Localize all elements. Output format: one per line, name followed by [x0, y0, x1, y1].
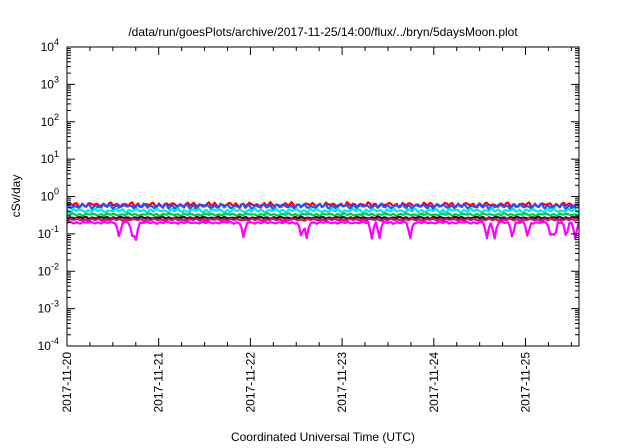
axis-layer: 10-4 10-3 10-2 10-1 100 101 102 103 104 2017-11-2…: [38, 37, 579, 413]
y-tick-label: 10-3: [38, 299, 59, 316]
series-line: [66, 217, 580, 223]
y-tick-label: 10-2: [38, 261, 59, 278]
x-tick-label: 2017-11-21: [152, 352, 166, 413]
y-tick-label: 10-4: [38, 336, 59, 353]
x-tick-label: 2017-11-24: [427, 352, 441, 413]
chart-title: /data/run/goesPlots/archive/2017-11-25/1…: [128, 25, 518, 39]
x-axis-title: Coordinated Universal Time (UTC): [231, 430, 415, 444]
series-layer: [66, 201, 581, 241]
plot-frame: [66, 46, 580, 347]
y-tick-label: 104: [41, 37, 59, 54]
x-tick-label: 2017-11-20: [60, 352, 74, 413]
y-tick-label: 101: [41, 149, 59, 166]
series-line: [66, 207, 580, 215]
series-line: [66, 220, 581, 241]
x-tick-label: 2017-11-23: [335, 352, 349, 413]
y-tick-label: 102: [41, 112, 59, 129]
y-tick-label: 103: [41, 74, 59, 91]
x-tick-label: 2017-11-22: [243, 352, 257, 413]
y-tick-label: 10-1: [38, 224, 59, 241]
series-line: [66, 211, 580, 218]
series-line: [66, 202, 580, 211]
x-tick-label: 2017-11-25: [519, 352, 533, 413]
y-axis-title: cSv/day: [9, 175, 23, 218]
y-tick-label: 100: [41, 187, 59, 204]
